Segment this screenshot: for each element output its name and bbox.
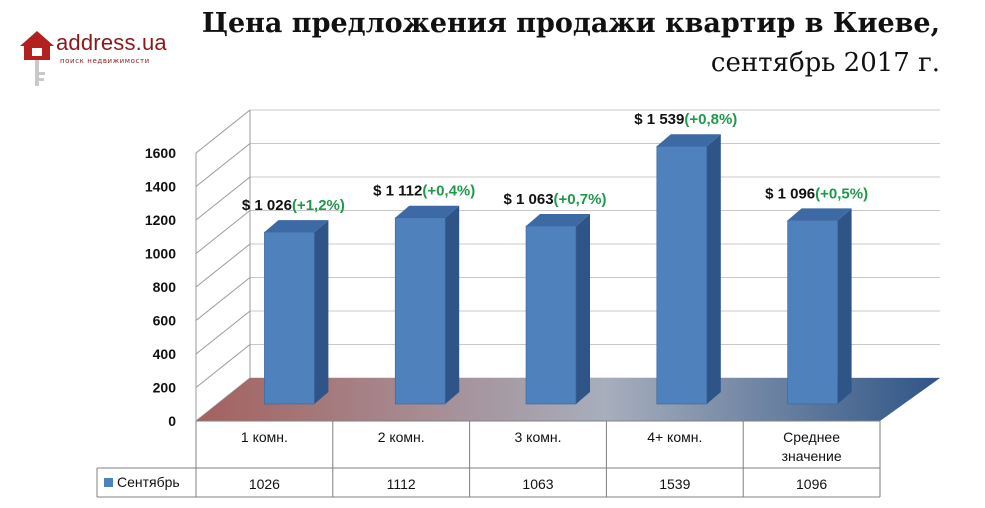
bar-top	[395, 205, 460, 218]
legend-label: Сентябрь	[117, 474, 180, 490]
legend-swatch	[104, 478, 113, 487]
data-label-change: (+0,8%)	[684, 111, 737, 128]
data-label: $ 1 026(+1,2%)	[242, 197, 345, 214]
data-label-change: (+1,2%)	[292, 197, 345, 214]
y-tick-label: 0	[168, 413, 176, 429]
table-cell: 1539	[659, 476, 690, 492]
bar-series	[264, 134, 852, 405]
y-tick-label: 800	[153, 279, 177, 295]
data-label-value: $ 1 539	[634, 111, 684, 128]
data-label: $ 1 539(+0,8%)	[634, 111, 737, 128]
table-cell: 1112	[387, 476, 416, 492]
data-label: $ 1 096(+0,5%)	[765, 185, 868, 202]
bar-side	[837, 208, 852, 404]
gridline-side	[195, 277, 251, 321]
gridline-side	[195, 143, 251, 187]
data-table: 1 комн. 1026 2 комн. 1112 3 комн. 1063 4+ комн…	[96, 420, 881, 498]
y-tick-label: 200	[153, 380, 177, 396]
x-tick-label: 4+ комн.	[647, 429, 702, 445]
bar	[656, 145, 708, 405]
bar-side	[314, 220, 329, 404]
bar-top	[264, 220, 329, 233]
y-tick-label: 600	[153, 313, 177, 329]
data-label-value: $ 1 096	[765, 185, 815, 202]
house-key-icon	[20, 31, 54, 86]
bar	[787, 220, 838, 405]
data-label: $ 1 063(+0,7%)	[504, 191, 607, 208]
bar-top	[526, 213, 590, 226]
data-label-change: (+0,7%)	[554, 191, 607, 208]
data-label-value: $ 1 063	[504, 191, 554, 208]
gridline-side	[195, 243, 251, 288]
table-cell: 1063	[522, 476, 553, 492]
table-cell: 1026	[249, 476, 280, 492]
y-tick-label: 1600	[145, 145, 176, 161]
logo-tagline: поиск недвижимости	[60, 57, 150, 65]
bar	[525, 225, 577, 405]
y-tick-label: 1400	[145, 179, 176, 195]
gridline-side	[195, 310, 251, 355]
bar-side	[576, 213, 590, 404]
x-tick-label: значение	[782, 448, 842, 464]
table-cell: 1096	[796, 476, 827, 492]
gridline-side	[195, 344, 251, 388]
data-labels: $ 1 026(+1,2%) $ 1 112(+0,4%) $ 1 063(+0,7…	[242, 111, 868, 214]
gridline-side	[195, 109, 251, 154]
brand-logo: address.ua поиск недвижимости	[18, 28, 178, 88]
y-tick-label: 1000	[145, 246, 176, 262]
bar-side	[706, 134, 721, 404]
data-label-change: (+0,5%)	[815, 185, 868, 202]
y-tick-label: 400	[153, 346, 177, 362]
x-tick-label: 3 комн.	[515, 429, 562, 445]
logo-wordmark: address.ua	[56, 30, 167, 55]
data-label-value: $ 1 112	[373, 183, 422, 200]
gridline-side	[195, 176, 251, 221]
bar-side	[445, 205, 460, 404]
bar	[264, 231, 315, 405]
data-label: $ 1 112(+0,4%)	[373, 183, 475, 200]
x-tick-label: 2 комн.	[378, 429, 425, 445]
bar-top	[656, 134, 721, 147]
bar-top	[787, 208, 852, 221]
data-label-change: (+0,4%)	[422, 183, 475, 200]
x-tick-label: 1 комн.	[241, 429, 288, 445]
chart-title: Цена предложения продажи квартир в Киеве…	[201, 8, 940, 39]
bar	[394, 217, 446, 405]
data-label-value: $ 1 026	[242, 197, 292, 214]
gridline-side	[195, 210, 251, 254]
x-tick-label: Среднее	[783, 429, 840, 445]
y-tick-label: 1200	[145, 212, 176, 228]
chart-subtitle: сентябрь 2017 г.	[710, 48, 940, 78]
